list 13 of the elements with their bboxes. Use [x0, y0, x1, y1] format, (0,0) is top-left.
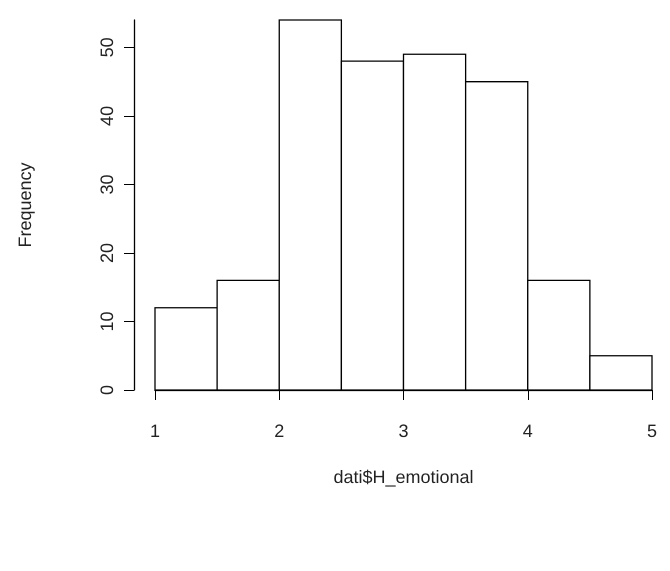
x-tick-label: 4: [522, 421, 533, 441]
y-tick-label: 10: [97, 311, 117, 332]
y-tick-label: 50: [97, 37, 117, 58]
x-tick-label: 1: [150, 421, 160, 441]
x-tick-label: 3: [398, 421, 409, 441]
y-tick-label: 0: [97, 384, 117, 396]
x-tick-label: 2: [274, 421, 284, 441]
x-tick-label: 5: [646, 421, 658, 441]
y-tick-label: 30: [97, 174, 117, 194]
y-tick-label: 40: [97, 106, 117, 126]
x-axis-title: dati$H_emotional: [333, 467, 474, 487]
y-axis-title: Frequency: [15, 162, 35, 248]
y-tick-label: 20: [97, 242, 117, 263]
